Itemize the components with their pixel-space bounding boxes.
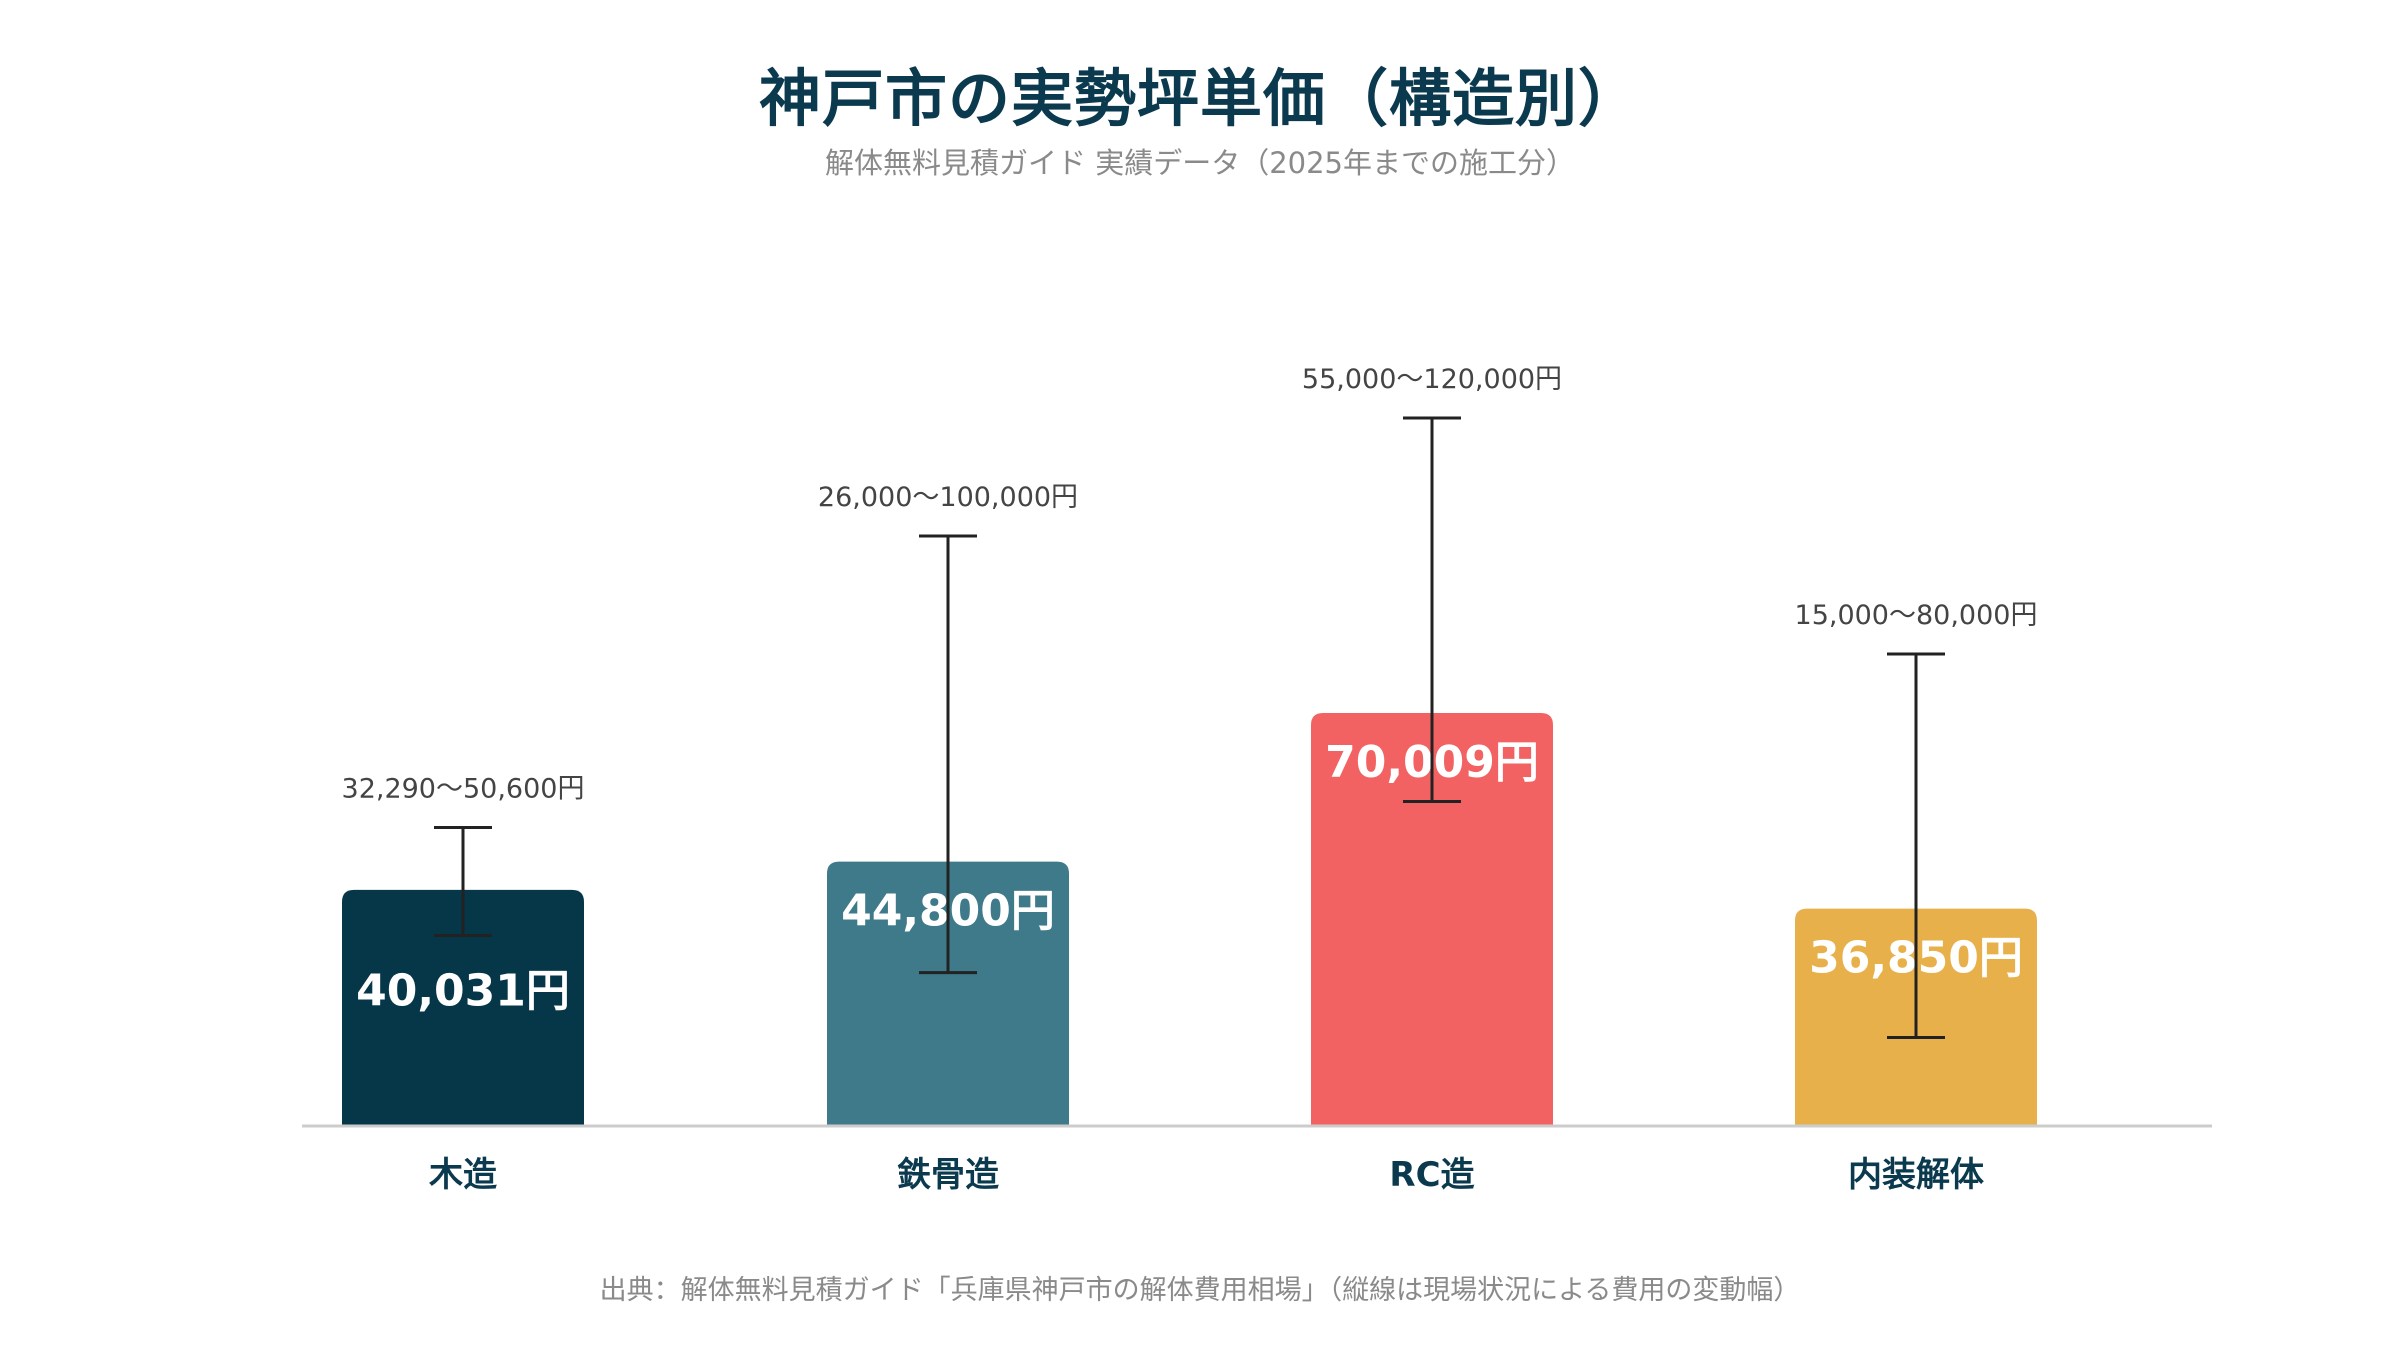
category-label-2: 鉄骨造 bbox=[897, 1155, 999, 1195]
category-label-1: 木造 bbox=[428, 1155, 497, 1195]
bar-1 bbox=[342, 889, 584, 1126]
chart-title: 神戸市の実勢坪単価（構造別） bbox=[758, 62, 1641, 135]
chart-subtitle: 解体無料見積ガイド 実績データ（2025年までの施工分） bbox=[824, 146, 1576, 180]
source-note: 出典：解体無料見積ガイド「兵庫県神戸市の解体費用相場」（縦線は現場状況による費用… bbox=[599, 1275, 1801, 1306]
category-label-3: RC造 bbox=[1389, 1155, 1474, 1195]
category-label-4: 内装解体 bbox=[1848, 1155, 1984, 1195]
range-whisker-4 bbox=[1887, 652, 1945, 1039]
bar-value-label-1: 40,031円 bbox=[356, 966, 570, 1017]
range-label-3: 55,000〜120,000円 bbox=[1302, 364, 1562, 395]
bar-2 bbox=[827, 861, 1069, 1126]
range-whisker-3 bbox=[1403, 416, 1461, 803]
range-label-2: 26,000〜100,000円 bbox=[818, 482, 1078, 513]
range-whisker-1 bbox=[434, 825, 492, 937]
range-label-4: 15,000〜80,000円 bbox=[1795, 600, 2038, 631]
range-label-1: 32,290〜50,600円 bbox=[342, 773, 585, 804]
bar-3 bbox=[1311, 712, 1553, 1126]
range-whisker-2 bbox=[919, 534, 977, 975]
